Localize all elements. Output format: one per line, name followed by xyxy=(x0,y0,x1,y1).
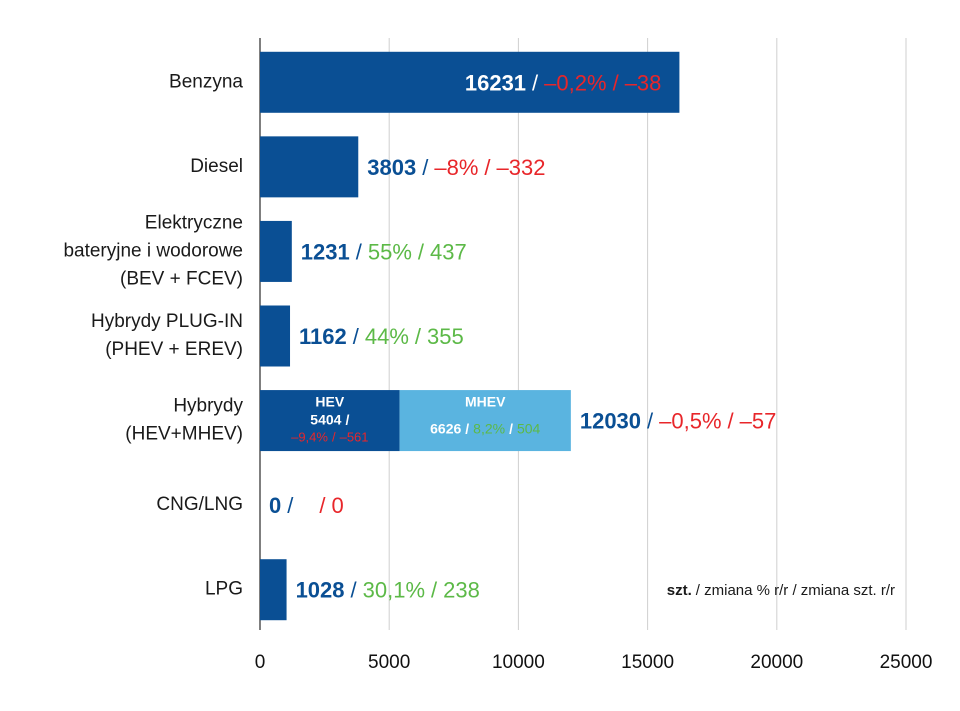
value: 1231 xyxy=(301,239,350,264)
value-label: 3803/–8% / –332 xyxy=(367,155,545,180)
pct-change: –0,2% xyxy=(544,70,606,95)
pct-change: 55% xyxy=(368,239,412,264)
category-label: Hybrydy xyxy=(173,396,243,417)
x-tick-label: 20000 xyxy=(750,652,803,673)
pct-change: –8% xyxy=(434,155,478,180)
x-tick-label: 0 xyxy=(255,652,266,673)
unit-note: szt. / zmiana % r/r / zmiana szt. r/r xyxy=(667,582,895,599)
separator: / xyxy=(422,155,429,180)
value: 16231 xyxy=(465,70,526,95)
segment-name: MHEV xyxy=(465,393,506,409)
category-label: (BEV + FCEV) xyxy=(120,268,243,289)
bar xyxy=(260,51,680,113)
separator: / xyxy=(351,578,358,603)
category-label: (PHEV + EREV) xyxy=(105,339,243,360)
count-change: 238 xyxy=(443,578,480,603)
category-label: LPG xyxy=(205,579,243,600)
category-label: Elektryczne xyxy=(145,212,243,233)
value-label: 0//0 xyxy=(269,493,344,518)
value-label: 1231/55%/437 xyxy=(301,239,467,264)
separator: / xyxy=(465,420,469,436)
separator: / xyxy=(418,239,425,264)
value: 1028 xyxy=(296,578,345,603)
x-tick-label: 25000 xyxy=(880,652,933,673)
x-tick-label: 15000 xyxy=(621,652,674,673)
category-label: CNG/LNG xyxy=(156,494,243,515)
category-label: Benzyna xyxy=(169,71,243,92)
value-label: 1028/30,1%/238 xyxy=(296,578,480,603)
count-change: 437 xyxy=(430,239,467,264)
bar xyxy=(260,559,287,621)
separator: / xyxy=(613,70,620,95)
category-label: bateryjne i wodorowe xyxy=(63,240,243,261)
count-change: –38 xyxy=(625,70,662,95)
bar-segment xyxy=(399,390,571,452)
bar xyxy=(260,220,292,282)
category-label: Diesel xyxy=(190,156,243,177)
separator: / xyxy=(415,324,422,349)
pct-change: 30,1% xyxy=(363,578,425,603)
separator: / xyxy=(319,493,326,518)
pct-change: –0,5% xyxy=(659,408,721,433)
value-label: 12030/–0,5% / –57 xyxy=(580,408,777,433)
category-label: (HEV+MHEV) xyxy=(125,424,243,445)
separator: / xyxy=(353,324,360,349)
segment-name: HEV xyxy=(315,393,344,409)
bar xyxy=(260,136,359,198)
segment-value: 6626 xyxy=(430,420,461,436)
separator: / xyxy=(345,411,349,427)
x-tick-label: 5000 xyxy=(368,652,410,673)
segment-value: 5404 xyxy=(310,411,341,427)
separator: / xyxy=(509,420,513,436)
segment-pct: –9,4% xyxy=(291,430,328,445)
value-label: 1162/44%/355 xyxy=(299,324,464,349)
segment-change-count: –561 xyxy=(340,430,369,445)
category-label: Hybrydy PLUG-IN xyxy=(91,311,243,332)
separator: / xyxy=(532,70,539,95)
value: 1162 xyxy=(299,324,347,349)
value-label: 16231/–0,2% / –38 xyxy=(465,70,662,95)
separator: / xyxy=(332,430,336,445)
count-change: 0 xyxy=(332,493,344,518)
segment-change: –9,4% / –561 xyxy=(291,430,368,445)
segment-pct: 8,2% xyxy=(473,420,505,436)
count-change: 355 xyxy=(427,324,464,349)
value: 3803 xyxy=(367,155,416,180)
segment-change-count: 504 xyxy=(517,420,541,436)
count-change: –332 xyxy=(497,155,546,180)
separator: / xyxy=(728,408,735,433)
pct-change: 44% xyxy=(365,324,409,349)
separator: / xyxy=(431,578,438,603)
separator: / xyxy=(647,408,654,433)
value: 0 xyxy=(269,493,281,518)
value: 12030 xyxy=(580,408,641,433)
unit-note-bold: szt. xyxy=(667,582,692,599)
x-tick-label: 10000 xyxy=(492,652,545,673)
segment-label: 6626/8,2%/504 xyxy=(430,420,540,436)
separator: / xyxy=(287,493,294,518)
unit-note-rest: / zmiana % r/r / zmiana szt. r/r xyxy=(696,582,895,599)
bar-segment xyxy=(260,390,400,452)
bar xyxy=(260,305,291,367)
segment-label: 5404/ xyxy=(310,411,349,427)
separator: / xyxy=(356,239,363,264)
separator: / xyxy=(484,155,491,180)
count-change: –57 xyxy=(740,408,777,433)
